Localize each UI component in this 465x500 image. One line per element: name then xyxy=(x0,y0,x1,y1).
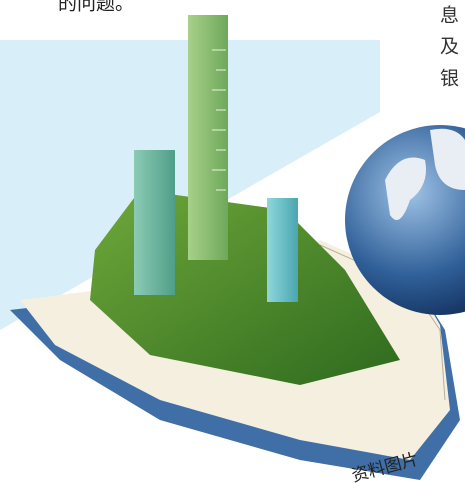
ruler-marks xyxy=(212,49,226,191)
globe xyxy=(345,125,465,315)
text-fragment: 及 xyxy=(440,36,459,58)
text-fragment: 息 xyxy=(440,5,459,27)
continents xyxy=(385,128,465,220)
text-fragment: 的问题。 xyxy=(58,0,134,15)
decorative-bar xyxy=(267,198,298,302)
text-fragment: 银 xyxy=(440,68,459,90)
decorative-bar xyxy=(188,15,228,260)
text-area xyxy=(0,0,130,40)
decorative-bar xyxy=(134,150,175,295)
